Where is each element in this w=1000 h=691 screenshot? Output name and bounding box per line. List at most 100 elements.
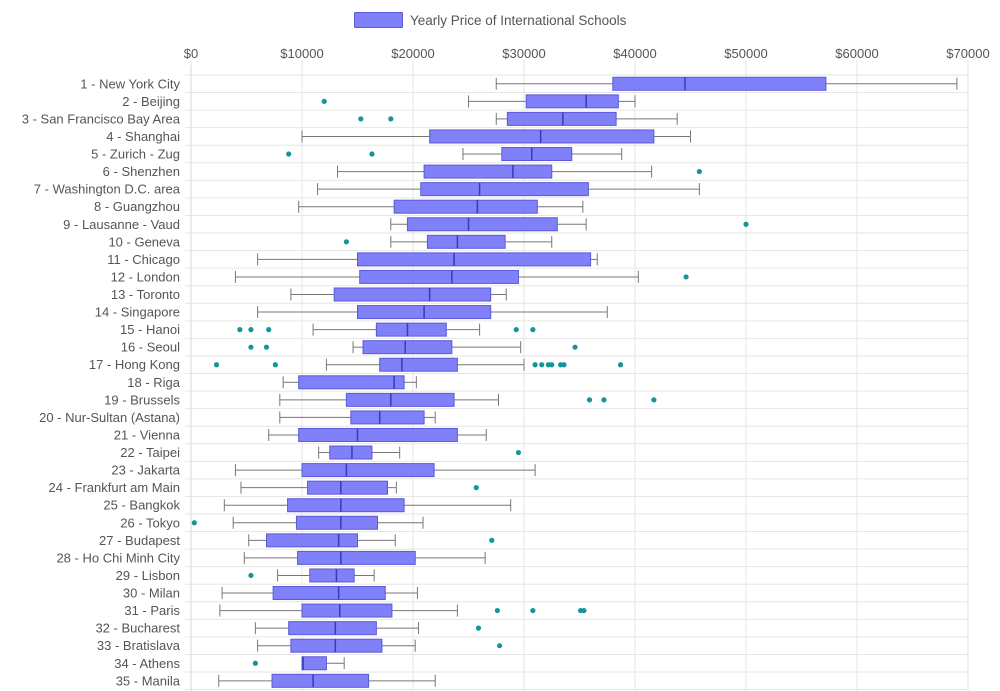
box-row <box>219 603 587 618</box>
box-iqr <box>350 410 425 425</box>
category-label: 29 - Lisbon <box>116 568 180 583</box>
box-row <box>298 199 584 214</box>
box-row <box>257 638 503 653</box>
box-row <box>248 568 375 583</box>
category-label: 19 - Brussels <box>104 392 180 407</box>
category-label: 33 - Bratislava <box>97 638 181 653</box>
box-row <box>268 427 487 442</box>
box-iqr <box>298 427 458 442</box>
box-row <box>248 533 495 548</box>
box-iqr <box>301 656 327 671</box>
outlier-point <box>617 362 624 368</box>
y-axis-category-labels: 1 - New York City 2 - Beijing 3 - San Fran… <box>22 76 181 688</box>
category-label: 23 - Jakarta <box>111 463 180 478</box>
box-row <box>254 621 482 636</box>
outlier-point <box>561 362 567 368</box>
box-iqr <box>362 340 453 355</box>
box-iqr <box>345 392 455 407</box>
category-label: 35 - Manila <box>116 673 181 688</box>
box-row <box>495 76 958 91</box>
outlier-point <box>248 344 254 350</box>
legend-swatch[interactable] <box>354 12 403 28</box>
x-tick-label: $50000 <box>724 46 767 61</box>
category-label: 8 - Guangzhou <box>94 199 180 214</box>
legend-label[interactable]: Yearly Price of International Schools <box>410 13 627 28</box>
box-iqr <box>333 287 492 302</box>
box-iqr <box>265 533 359 548</box>
outlier-point <box>651 397 657 403</box>
box-row <box>234 269 689 284</box>
box-iqr <box>301 463 435 478</box>
box-iqr <box>426 234 506 249</box>
outlier-point <box>343 239 349 245</box>
box-iqr <box>297 550 416 565</box>
box-iqr <box>288 621 377 636</box>
outlier-point <box>515 449 522 456</box>
outlier-point <box>475 625 482 631</box>
box-row <box>234 463 536 478</box>
box-row <box>248 340 578 355</box>
category-label: 25 - Bangkok <box>103 498 180 513</box>
box-iqr <box>357 252 592 267</box>
box-row <box>343 234 553 249</box>
box-iqr <box>290 638 383 653</box>
outlier-point <box>513 327 519 333</box>
box-iqr <box>287 498 405 513</box>
box-row <box>390 217 749 232</box>
box-row <box>213 357 624 372</box>
outlier-point <box>549 362 555 368</box>
box-row <box>279 392 657 407</box>
category-label: 18 - Riga <box>127 375 181 390</box>
box-iqr <box>612 76 827 91</box>
box-row <box>317 182 700 197</box>
category-label: 24 - Frankfurt am Main <box>49 480 181 495</box>
outlier-point <box>572 344 578 350</box>
outlier-point <box>473 485 479 491</box>
category-label: 10 - Geneva <box>108 234 180 249</box>
outlier-point <box>539 362 545 368</box>
outlier-point <box>586 397 593 403</box>
box-iqr <box>393 199 538 214</box>
category-label: 14 - Singapore <box>95 305 180 320</box>
box-iqr <box>506 111 617 126</box>
x-tick-label: $70000 <box>946 46 989 61</box>
outlier-point <box>263 344 270 350</box>
box-series <box>191 76 958 688</box>
box-row <box>279 410 436 425</box>
box-row <box>286 147 623 162</box>
outlier-point <box>286 151 292 157</box>
category-label: 1 - New York City <box>80 76 180 91</box>
x-tick-label: $40000 <box>613 46 656 61</box>
category-label: 32 - Bucharest <box>95 621 180 636</box>
x-tick-label: $0 <box>184 46 198 61</box>
outlier-point <box>581 607 587 614</box>
box-row <box>252 656 345 671</box>
box-iqr <box>298 375 405 390</box>
outlier-point <box>530 327 536 333</box>
outlier-point <box>532 362 538 368</box>
box-iqr <box>501 147 573 162</box>
outlier-point <box>252 660 258 666</box>
box-row <box>218 673 436 688</box>
outlier-point <box>248 572 254 579</box>
outlier-point <box>358 116 364 122</box>
category-label: 16 - Seoul <box>121 340 180 355</box>
outlier-point <box>213 362 220 368</box>
x-tick-label: $60000 <box>835 46 878 61</box>
legend[interactable]: Yearly Price of International Schools <box>354 12 627 29</box>
box-iqr <box>406 217 558 232</box>
box-row <box>282 375 417 390</box>
x-axis-tick-labels: $0 $10000 $20000 $30000 $40000 $50000 $60000 $7… <box>184 46 990 61</box>
category-label: 12 - London <box>111 269 180 284</box>
category-label: 13 - Toronto <box>111 287 180 302</box>
outlier-point <box>601 397 607 403</box>
grid <box>185 60 969 691</box>
x-tick-label: $20000 <box>391 46 434 61</box>
category-label: 9 - Lausanne - Vaud <box>63 217 180 232</box>
box-row <box>221 586 418 601</box>
box-row <box>321 94 636 109</box>
outlier-point <box>388 116 394 122</box>
category-label: 27 - Budapest <box>99 533 180 548</box>
box-iqr <box>309 568 355 583</box>
